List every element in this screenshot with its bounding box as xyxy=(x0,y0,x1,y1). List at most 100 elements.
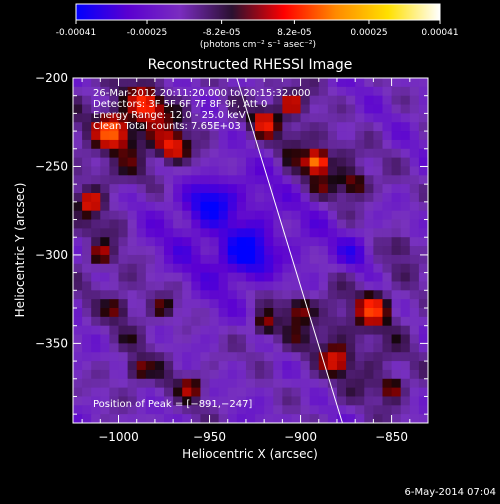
heatmap-cell xyxy=(200,201,210,212)
heatmap-cell xyxy=(418,378,428,389)
heatmap-cell xyxy=(191,290,201,300)
heatmap-cell xyxy=(91,405,101,415)
heatmap-cell xyxy=(418,193,428,203)
heatmap-cell xyxy=(173,139,183,150)
heatmap-cell xyxy=(346,299,356,309)
heatmap-cell xyxy=(409,86,420,97)
heatmap-cell xyxy=(291,378,301,389)
heatmap-cell xyxy=(318,148,329,159)
heatmap-cell xyxy=(318,299,329,309)
heatmap-cell xyxy=(182,254,192,265)
heatmap-cell xyxy=(391,228,402,238)
heatmap-cell xyxy=(300,361,311,371)
heatmap-cell xyxy=(100,325,110,335)
heatmap-cell xyxy=(91,210,101,220)
heatmap-cell xyxy=(327,210,338,220)
heatmap-cell xyxy=(209,131,220,141)
heatmap-cell xyxy=(282,352,292,362)
heatmap-cell xyxy=(127,343,138,353)
heatmap-cell xyxy=(409,325,420,335)
heatmap-cell xyxy=(336,95,347,105)
heatmap-cell xyxy=(236,86,247,97)
heatmap-cell xyxy=(127,237,138,247)
heatmap-cell xyxy=(182,122,192,132)
heatmap-cell xyxy=(245,86,256,97)
heatmap-cell xyxy=(300,272,311,282)
heatmap-cell xyxy=(400,378,411,389)
heatmap-cell xyxy=(327,299,338,309)
heatmap-cell xyxy=(318,86,329,97)
heatmap-cell xyxy=(154,113,165,123)
heatmap-cell xyxy=(200,78,210,88)
heatmap-cell xyxy=(227,113,238,123)
heatmap-cell xyxy=(382,325,392,335)
heatmap-cell xyxy=(391,219,402,229)
heatmap-cell xyxy=(245,184,256,194)
heatmap-cell xyxy=(191,246,201,256)
heatmap-cell xyxy=(355,201,365,212)
heatmap-cell xyxy=(73,104,83,114)
heatmap-cell xyxy=(109,193,119,203)
heatmap-cell xyxy=(91,139,101,150)
heatmap-cell xyxy=(418,86,428,97)
heatmap-cell xyxy=(409,148,420,159)
heatmap-cell xyxy=(182,290,192,300)
heatmap-cell xyxy=(73,246,83,256)
heatmap-cell xyxy=(236,104,247,114)
heatmap-cell xyxy=(164,325,174,335)
heatmap-cell xyxy=(255,343,265,353)
heatmap-cell xyxy=(409,361,420,371)
heatmap-cell xyxy=(118,414,129,423)
heatmap-cell xyxy=(227,414,238,423)
heatmap-cell xyxy=(418,316,428,327)
heatmap-cell xyxy=(336,361,347,371)
heatmap-cell xyxy=(391,281,402,291)
heatmap-cell xyxy=(236,334,247,344)
heatmap-cell xyxy=(209,361,220,371)
heatmap-cell xyxy=(173,343,183,353)
heatmap-cell xyxy=(109,86,119,97)
heatmap-cell xyxy=(209,352,220,362)
heatmap-cell xyxy=(100,193,110,203)
heatmap-cell xyxy=(218,361,229,371)
heatmap-cell xyxy=(236,157,247,167)
heatmap-cell xyxy=(291,334,301,344)
heatmap-cell xyxy=(82,334,92,344)
heatmap-cell xyxy=(182,343,192,353)
heatmap-cell xyxy=(209,343,220,353)
heatmap-cell xyxy=(127,210,138,220)
heatmap-cell xyxy=(91,175,101,185)
heatmap-cell xyxy=(145,352,156,362)
heatmap-cell xyxy=(145,113,156,123)
heatmap-cell xyxy=(364,201,374,212)
heatmap-cell xyxy=(336,131,347,141)
heatmap-cell xyxy=(118,219,129,229)
heatmap-cell xyxy=(73,210,83,220)
heatmap-cell xyxy=(382,86,392,97)
heatmap-cell xyxy=(218,86,229,97)
heatmap-cell xyxy=(373,148,383,159)
heatmap-cell xyxy=(309,414,320,423)
heatmap-cell xyxy=(291,352,301,362)
heatmap-cell xyxy=(418,175,428,185)
heatmap-cell xyxy=(73,237,83,247)
heatmap-cell xyxy=(200,246,210,256)
heatmap-cell xyxy=(145,414,156,423)
heatmap-cell xyxy=(227,148,238,159)
heatmap-cell xyxy=(191,281,201,291)
heatmap-cell xyxy=(73,414,83,423)
heatmap-cell xyxy=(391,78,402,88)
heatmap-cell xyxy=(327,272,338,282)
heatmap-cell xyxy=(245,352,256,362)
heatmap-cell xyxy=(382,254,392,265)
heatmap-cell xyxy=(227,387,238,397)
heatmap-cell xyxy=(118,122,129,132)
heatmap-cell xyxy=(127,148,138,159)
heatmap-cell xyxy=(109,122,119,132)
heatmap-cell xyxy=(318,254,329,265)
heatmap-cell xyxy=(418,157,428,167)
heatmap-cell xyxy=(336,228,347,238)
heatmap-cell xyxy=(373,316,383,327)
heatmap-cell xyxy=(136,175,147,185)
